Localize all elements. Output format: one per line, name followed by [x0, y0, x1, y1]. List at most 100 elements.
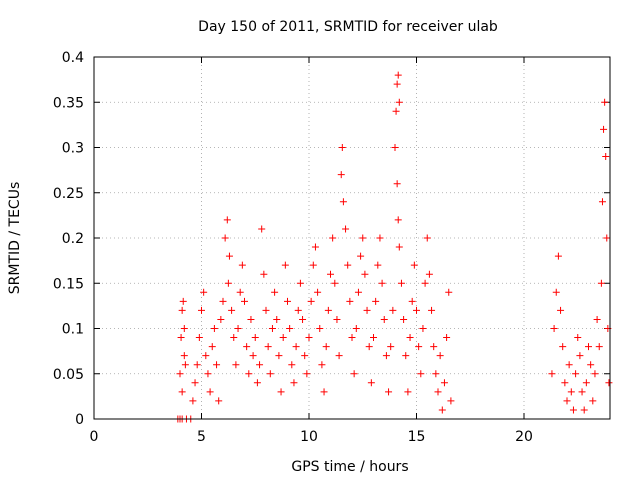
data-point-marker [565, 361, 573, 369]
data-point-marker [372, 297, 380, 305]
x-axis-label: GPS time / hours [291, 459, 408, 475]
data-point-marker [225, 252, 233, 260]
data-point-marker [180, 352, 188, 360]
data-point-marker [309, 261, 317, 269]
data-point-marker [410, 261, 418, 269]
data-point-marker [260, 270, 268, 278]
data-point-marker [318, 361, 326, 369]
data-point-marker [178, 388, 186, 396]
data-point-marker [554, 252, 562, 260]
data-point-marker [567, 388, 575, 396]
data-point-marker [181, 361, 189, 369]
data-point-marker [354, 288, 362, 296]
data-point-marker [576, 352, 584, 360]
x-tick-label: 0 [90, 429, 99, 445]
data-point-marker [578, 388, 586, 396]
data-point-marker [428, 306, 436, 314]
data-point-marker [228, 306, 236, 314]
data-point-marker [421, 279, 429, 287]
data-point-marker [400, 315, 408, 323]
data-point-marker [572, 370, 580, 378]
data-point-marker [268, 325, 276, 332]
plot-frame [93, 56, 611, 420]
data-point-marker [219, 297, 227, 305]
data-point-marker [251, 334, 259, 342]
data-point-marker [589, 397, 597, 405]
data-point-marker [232, 361, 240, 369]
data-point-marker [352, 325, 360, 332]
data-point-marker [344, 261, 352, 269]
data-point-marker [177, 334, 185, 342]
data-point-marker [266, 370, 274, 378]
data-point-marker [394, 71, 402, 79]
y-tick-label: 0.15 [53, 276, 84, 292]
data-point-marker [307, 297, 315, 305]
data-point-marker [397, 279, 405, 287]
data-point-marker [395, 98, 403, 106]
data-point-marker [389, 306, 397, 314]
data-point-marker [204, 370, 212, 378]
data-point-marker [275, 352, 283, 360]
data-point-marker [595, 343, 603, 351]
data-point-marker [258, 225, 266, 233]
data-point-marker [432, 370, 440, 378]
data-point-marker [348, 334, 356, 342]
data-point-marker [587, 361, 595, 369]
data-point-marker [430, 343, 438, 351]
data-point-marker [574, 334, 582, 342]
data-point-marker [286, 325, 294, 332]
y-tick-label: 0.35 [53, 95, 84, 111]
data-point-marker [305, 334, 313, 342]
data-point-marker [593, 315, 601, 323]
data-point-marker [402, 352, 410, 360]
data-point-marker [392, 107, 400, 115]
grid [94, 57, 610, 419]
data-point-marker [311, 243, 319, 251]
data-point-marker [191, 379, 199, 387]
data-point-marker [370, 334, 377, 342]
data-point-marker [253, 379, 261, 387]
data-point-marker [600, 125, 608, 133]
data-point-marker [324, 306, 332, 314]
data-point-marker [296, 279, 304, 287]
data-point-marker [178, 306, 186, 314]
data-point-marker [299, 315, 307, 323]
data-point-marker [221, 234, 229, 242]
data-point-marker [361, 270, 369, 278]
data-point-marker [202, 352, 210, 360]
data-point-marker [230, 334, 238, 342]
data-point-marker [374, 261, 382, 269]
data-point-marker [357, 252, 365, 260]
data-point-marker [314, 288, 322, 296]
data-point-marker [569, 406, 577, 414]
data-point-marker [445, 288, 453, 296]
data-point-marker [436, 352, 444, 360]
data-point-marker [189, 397, 197, 405]
data-point-marker [284, 297, 291, 305]
data-point-marker [443, 334, 451, 342]
data-point-marker [198, 306, 205, 314]
data-point-marker [552, 288, 560, 296]
data-point-marker [236, 288, 244, 296]
data-point-marker [434, 388, 442, 396]
data-point-marker [394, 216, 402, 224]
data-point-marker [215, 397, 223, 405]
data-point-marker [393, 180, 401, 188]
y-tick-label: 0 [75, 412, 84, 428]
data-point-marker [605, 379, 613, 387]
data-point-marker [393, 80, 401, 88]
data-point-marker [208, 343, 216, 351]
data-point-marker [281, 261, 289, 269]
data-point-marker [290, 379, 298, 387]
data-point-marker [279, 334, 287, 342]
data-point-marker [425, 270, 433, 278]
data-point-marker [382, 352, 390, 360]
data-point-marker [234, 325, 242, 332]
data-point-marker [217, 315, 225, 323]
data-point-marker [395, 243, 403, 251]
data-point-marker [380, 315, 388, 323]
data-point-marker [176, 370, 184, 378]
data-point-marker [440, 379, 448, 387]
data-point-marker [200, 288, 208, 296]
data-point-marker [363, 306, 371, 314]
